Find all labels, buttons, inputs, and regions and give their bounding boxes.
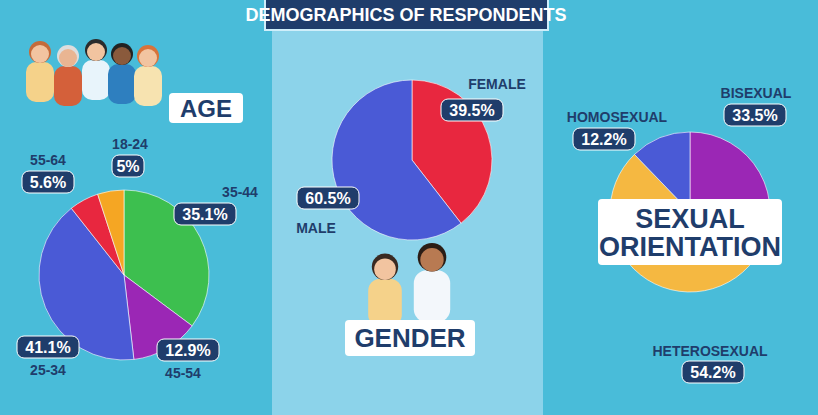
person-head [87,43,105,61]
category-label: 25-34 [30,362,66,378]
value-pill [17,336,79,358]
data-label: 12.2% [581,131,626,148]
title-box [345,320,475,356]
pie-chart: SEXUALORIENTATION BISEXUAL 33.5% HETEROSEXU… [567,85,792,383]
data-label: 33.5% [732,107,777,124]
person-hair [85,39,107,61]
value-pill [573,128,635,150]
data-label: 12.9% [165,342,210,359]
person-body [54,66,82,106]
value-pill [441,99,503,121]
value-pill [297,187,359,209]
data-label: 5.6% [30,174,66,191]
person-body [82,60,110,100]
data-label: 60.5% [305,190,350,207]
panel [0,0,818,415]
category-label: 18-24 [112,136,148,152]
data-label: 35.1% [182,206,227,223]
person-head [139,49,157,67]
category-label: HOMOSEXUAL [567,109,668,125]
person-icon [26,41,54,102]
person-head [31,45,49,63]
person-hair [57,45,79,67]
value-pill [724,104,786,126]
pie-chart: AGE 35-44 35.1% 45-54 12.9% 25-34 41.1% 55-64 5.… [17,93,258,381]
category-label: BISEXUAL [721,85,792,101]
data-label: 54.2% [690,364,735,381]
person-head [374,258,396,280]
category-label: MALE [296,220,336,236]
person-head [59,49,77,67]
title-box [598,199,782,265]
person-icon [134,45,162,106]
person-icon [414,243,450,322]
data-label: 5% [116,158,139,175]
person-head [420,248,443,271]
person-body [26,62,54,102]
chart-title: GENDER [354,323,465,353]
person-hair [29,41,51,63]
value-pill [22,171,74,193]
value-pill [174,203,236,225]
title-box [169,93,243,123]
value-pill [682,361,744,383]
person-head [113,47,131,65]
category-label: 45-54 [165,365,201,381]
category-label: HETEROSEXUAL [652,343,768,359]
infographic: DEMOGRAPHICS OF RESPONDENTS AGE 35-44 35.1%… [0,0,818,415]
header: DEMOGRAPHICS OF RESPONDENTS [245,0,566,30]
background [0,0,818,415]
person-body [368,279,402,327]
chart-title: SEXUALORIENTATION [599,204,781,262]
pie-chart: GENDER FEMALE 39.5% MALE 60.5% [296,76,526,356]
person-body [414,270,450,322]
person-hair [137,45,159,67]
value-pill [112,155,144,177]
data-label: 41.1% [25,339,70,356]
person-body [108,64,136,104]
person-icon [54,45,82,106]
value-pill [157,339,219,361]
category-label: FEMALE [468,76,526,92]
panel [272,0,543,415]
person-body [134,66,162,106]
person-hair [111,43,133,65]
person-icon [108,43,136,104]
person-hair [418,243,447,272]
person-hair [372,254,398,280]
person-icon [368,254,402,327]
category-label: 55-64 [30,152,66,168]
person-icon [82,39,110,100]
pie-slice [98,190,124,275]
data-label: 39.5% [449,102,494,119]
page-title: DEMOGRAPHICS OF RESPONDENTS [245,5,566,25]
category-label: 35-44 [222,184,258,200]
chart-title: AGE [180,95,232,122]
